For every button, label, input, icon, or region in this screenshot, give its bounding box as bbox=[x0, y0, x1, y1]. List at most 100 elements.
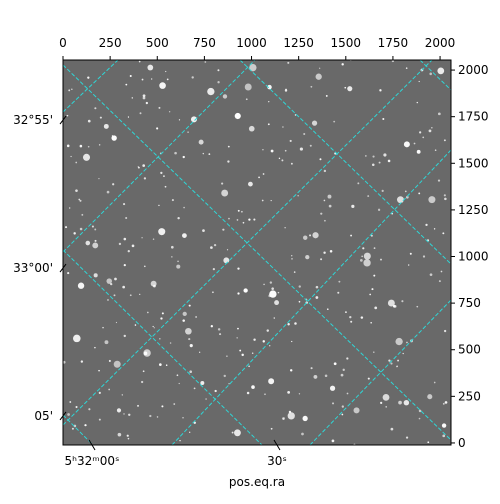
star bbox=[310, 367, 313, 370]
star bbox=[403, 141, 410, 148]
y-tick-label: 1000 bbox=[458, 250, 489, 264]
star bbox=[315, 73, 322, 80]
star bbox=[349, 315, 352, 319]
star bbox=[281, 159, 284, 162]
star bbox=[408, 264, 410, 266]
star bbox=[236, 337, 238, 339]
star bbox=[165, 364, 168, 366]
star bbox=[297, 195, 299, 197]
star bbox=[123, 264, 126, 267]
star bbox=[287, 412, 295, 420]
star bbox=[243, 288, 248, 293]
star bbox=[262, 173, 265, 175]
star bbox=[182, 233, 187, 239]
star bbox=[114, 277, 117, 281]
star bbox=[221, 189, 229, 197]
star bbox=[139, 112, 142, 115]
star bbox=[147, 311, 149, 314]
star bbox=[269, 345, 271, 347]
star bbox=[438, 280, 441, 283]
star bbox=[390, 362, 393, 365]
star bbox=[131, 244, 135, 248]
star bbox=[241, 353, 244, 357]
star bbox=[406, 341, 408, 344]
star bbox=[142, 96, 146, 100]
star bbox=[398, 400, 402, 405]
star bbox=[404, 190, 407, 193]
star bbox=[85, 240, 91, 246]
x-axis-label: pos.eq.ra bbox=[229, 475, 285, 489]
star bbox=[88, 408, 91, 411]
star bbox=[142, 164, 146, 167]
star bbox=[403, 399, 410, 406]
star bbox=[142, 94, 146, 98]
star bbox=[246, 391, 250, 395]
star bbox=[118, 242, 122, 246]
star bbox=[188, 304, 191, 307]
star bbox=[75, 189, 78, 192]
star bbox=[416, 149, 421, 154]
wcs-x-tick bbox=[273, 439, 281, 451]
star bbox=[94, 239, 97, 242]
star bbox=[422, 136, 425, 139]
star bbox=[108, 388, 111, 391]
star bbox=[245, 98, 248, 101]
star bbox=[419, 131, 422, 134]
star bbox=[160, 171, 163, 175]
star bbox=[380, 401, 383, 405]
star bbox=[362, 247, 365, 250]
star bbox=[73, 424, 77, 428]
star bbox=[87, 119, 91, 123]
star bbox=[173, 403, 176, 405]
star bbox=[152, 238, 155, 240]
star bbox=[116, 408, 122, 413]
star bbox=[282, 126, 284, 128]
star bbox=[177, 216, 180, 220]
star bbox=[258, 176, 260, 179]
star bbox=[253, 218, 256, 221]
star bbox=[117, 432, 122, 437]
star bbox=[303, 235, 308, 240]
grid-line bbox=[239, 60, 451, 265]
star bbox=[67, 272, 70, 275]
star bbox=[237, 292, 240, 295]
star bbox=[207, 87, 215, 96]
star bbox=[333, 120, 336, 123]
star bbox=[365, 155, 367, 157]
star bbox=[210, 325, 213, 328]
x-tick-label: 0 bbox=[59, 36, 67, 50]
star bbox=[312, 232, 319, 239]
star bbox=[182, 417, 184, 419]
star bbox=[409, 252, 412, 255]
wcs-y-tick bbox=[59, 263, 67, 273]
star bbox=[131, 97, 134, 99]
star bbox=[359, 259, 363, 262]
star bbox=[294, 322, 297, 325]
star bbox=[73, 232, 76, 235]
star bbox=[268, 378, 275, 385]
star bbox=[107, 299, 109, 301]
star bbox=[310, 85, 313, 88]
star bbox=[261, 199, 264, 202]
star bbox=[156, 416, 159, 418]
star bbox=[98, 391, 101, 394]
wcs-x-tick-label: 5ʰ32ᵐ00ˢ bbox=[65, 454, 120, 468]
image bbox=[63, 60, 451, 445]
star bbox=[282, 417, 285, 420]
x-tick-label: 1750 bbox=[378, 36, 409, 50]
star bbox=[382, 117, 385, 120]
star bbox=[344, 86, 347, 89]
star bbox=[425, 223, 428, 227]
star bbox=[437, 112, 441, 116]
wcs-x-tick-label: 30ˢ bbox=[267, 454, 287, 468]
star bbox=[444, 197, 447, 201]
star bbox=[187, 131, 189, 133]
wcs-y-tick-label: 32°55' bbox=[13, 113, 53, 127]
star bbox=[270, 427, 273, 430]
star bbox=[298, 393, 301, 395]
star bbox=[323, 251, 326, 254]
star bbox=[219, 333, 222, 336]
star bbox=[195, 316, 197, 318]
star bbox=[110, 283, 113, 286]
star bbox=[141, 78, 144, 81]
